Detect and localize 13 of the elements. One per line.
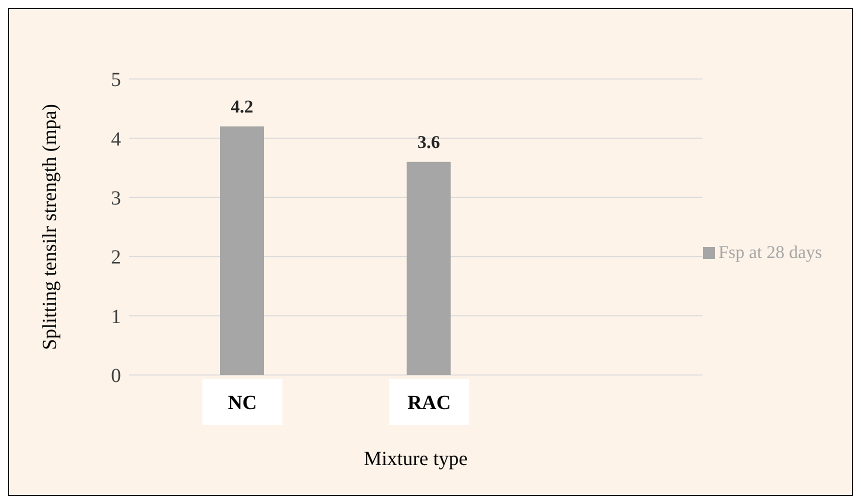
x-tick-label: RAC — [407, 392, 451, 414]
y-tick-label: 1 — [111, 306, 121, 328]
x-tick-label: NC — [228, 392, 257, 414]
y-tick-label: 3 — [111, 188, 121, 210]
data-label: 4.2 — [230, 96, 254, 116]
data-label: 3.6 — [418, 132, 440, 152]
legend-label: Fsp at 28 days — [718, 242, 822, 262]
x-axis-title: Mixture type — [364, 448, 468, 470]
y-tick-label: 2 — [111, 246, 121, 269]
y-tick-label: 4 — [111, 128, 121, 150]
y-tick-label: 0 — [111, 365, 121, 388]
y-tick-label: 5 — [111, 69, 121, 92]
y-axis-title: Splitting tensilr strength (mpa) — [39, 104, 62, 350]
